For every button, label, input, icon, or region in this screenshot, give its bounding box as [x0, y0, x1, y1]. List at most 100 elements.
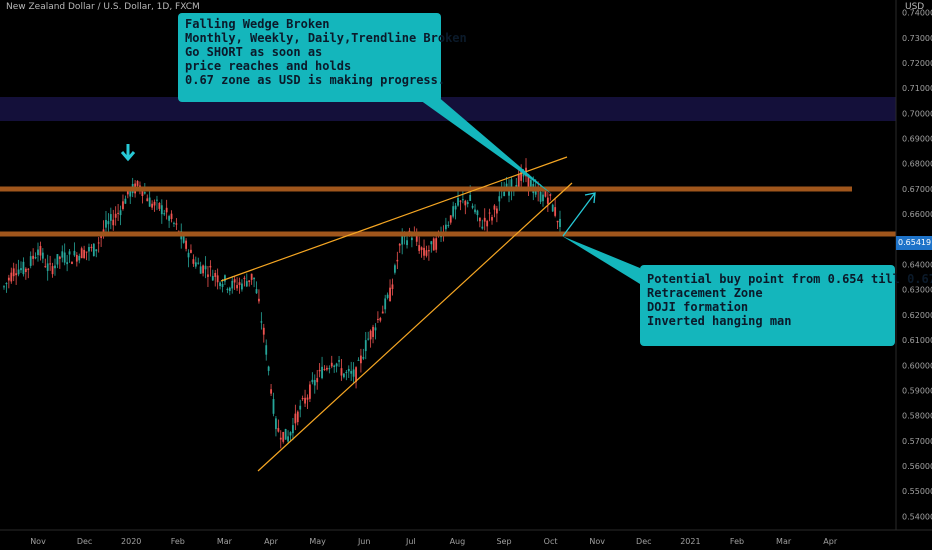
candle-body: [100, 236, 103, 238]
candle-body: [517, 174, 520, 188]
candle-body: [156, 199, 158, 201]
candle-body: [163, 213, 166, 215]
candle-body: [377, 318, 379, 320]
y-tick-label: 0.57000: [902, 437, 932, 446]
candle-body: [46, 263, 49, 271]
y-tick-label: 0.74000: [902, 9, 932, 18]
candle-body: [253, 277, 255, 280]
candle-body: [466, 202, 469, 205]
candle-body: [316, 378, 319, 383]
candle-body: [7, 277, 10, 281]
candle-body: [478, 217, 481, 222]
candle-body: [522, 171, 525, 177]
candle-body: [379, 318, 382, 321]
candle-body: [136, 180, 139, 186]
candle-body: [190, 249, 192, 253]
buy-arrow[interactable]: [562, 192, 596, 237]
y-tick-label: 0.71000: [902, 84, 932, 93]
candle-body: [15, 273, 18, 276]
candle-body: [97, 242, 100, 244]
candle-body: [117, 212, 120, 214]
x-tick-label: Dec: [77, 537, 92, 546]
candle-body: [296, 411, 299, 423]
candle-body: [119, 210, 122, 216]
candle-body: [333, 365, 336, 367]
wedge-callout[interactable]: Falling Wedge Broken Monthly, Weekly, Da…: [178, 13, 467, 102]
candle-body: [454, 205, 457, 210]
y-tick-label: 0.64000: [902, 261, 932, 270]
candle-body: [289, 432, 292, 436]
y-tick-label: 0.70000: [902, 109, 932, 118]
candle-body: [270, 389, 272, 394]
candle-body: [153, 201, 156, 206]
candle-body: [90, 246, 93, 249]
y-tick-label: 0.58000: [902, 412, 932, 421]
x-tick-label: 2020: [121, 537, 141, 546]
candle-body: [233, 279, 236, 283]
candle-body: [282, 432, 285, 442]
candle-body: [498, 196, 501, 202]
candle-body: [493, 205, 496, 210]
callout-line: Falling Wedge Broken: [185, 17, 330, 31]
x-tick-label: Mar: [217, 537, 233, 546]
candle-body: [544, 190, 547, 197]
candle-body: [185, 240, 187, 249]
candle-body: [287, 436, 289, 442]
candle-body: [85, 251, 88, 253]
candle-body: [301, 397, 304, 400]
candle-body: [22, 261, 25, 275]
candle-body: [114, 213, 117, 218]
candle-body: [243, 277, 246, 280]
callout-line: Monthly, Weekly, Daily,Trendline Broken: [185, 31, 467, 45]
candle-body: [306, 397, 309, 400]
candle-body: [355, 367, 357, 382]
candle-body: [49, 263, 52, 265]
candle-body: [340, 368, 343, 376]
candle-body: [272, 399, 275, 414]
candle-body: [330, 362, 333, 367]
candle-body: [75, 254, 78, 262]
candle-body: [143, 192, 146, 194]
candle-body: [471, 205, 474, 208]
candle-body: [352, 369, 355, 377]
candle-body: [129, 189, 132, 197]
x-tick-label: Apr: [823, 537, 838, 546]
candle-body: [323, 368, 326, 370]
currency-label: USD: [905, 2, 925, 12]
candle-body: [151, 203, 154, 208]
wedge-lower-line[interactable]: [257, 182, 573, 472]
candle-body: [231, 280, 234, 289]
callout-line: 0.67 zone as USD is making progress.: [185, 73, 446, 87]
x-tick-label: Jun: [357, 537, 371, 546]
x-tick-label: Apr: [264, 537, 279, 546]
candle-body: [459, 200, 462, 202]
candle-body: [248, 280, 251, 283]
wedge-upper-line[interactable]: [220, 156, 568, 282]
candle-body: [12, 268, 15, 277]
candle-body: [279, 437, 282, 440]
x-axis-labels: Nov Dec 2020 Feb Mar Apr May Jun Jul Aug Sep Oct Nov…: [30, 537, 838, 546]
candle-body: [219, 282, 221, 287]
x-tick-label: Aug: [450, 537, 466, 546]
x-tick-label: Dec: [636, 537, 651, 546]
y-tick-label: 0.61000: [902, 336, 932, 345]
candle-body: [435, 238, 438, 250]
candle-body: [192, 259, 195, 264]
candle-body: [343, 373, 345, 378]
right-callout-pointer: [562, 236, 640, 284]
candle-body: [309, 384, 311, 399]
candle-body: [92, 243, 95, 256]
candle-body: [194, 262, 197, 267]
candle-body: [520, 171, 523, 181]
candle-body: [304, 397, 306, 404]
candle-body: [41, 252, 44, 259]
candle-body: [61, 251, 64, 258]
candle-body: [24, 268, 27, 273]
candle-body: [214, 272, 217, 277]
candle-body: [17, 269, 20, 275]
candle-body: [486, 220, 489, 227]
candle-body: [318, 369, 321, 372]
candle-body: [245, 281, 248, 287]
buy-callout[interactable]: Potential buy point from 0.654 till 0.67…: [640, 265, 932, 346]
